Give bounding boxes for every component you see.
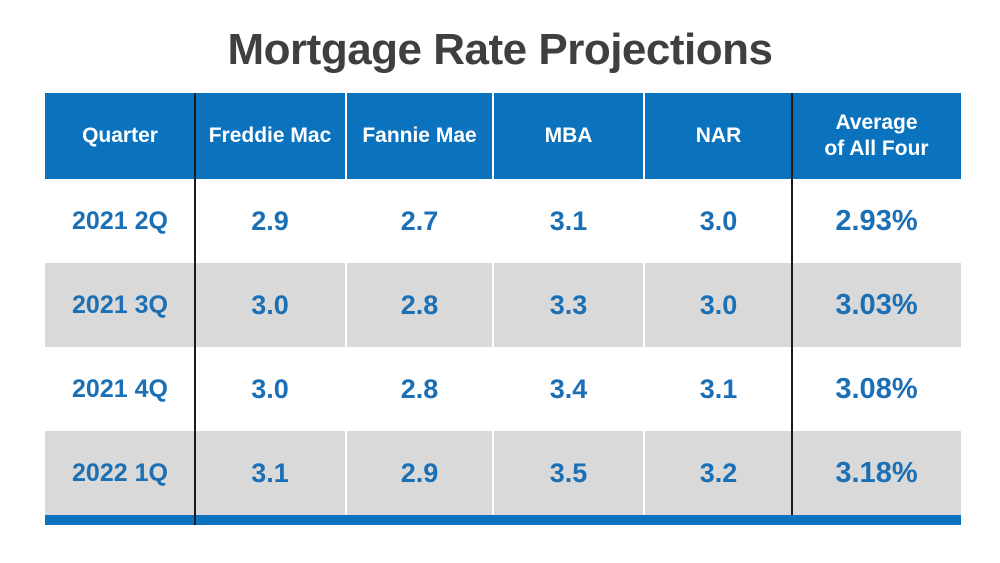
- col-header-nar: NAR: [643, 93, 792, 179]
- cell-nar: 3.1: [643, 347, 792, 431]
- col-header-average: Average of All Four: [792, 93, 961, 179]
- page-title: Mortgage Rate Projections: [227, 25, 773, 74]
- cell-nar: 3.0: [643, 179, 792, 263]
- cell-freddie-mac: 3.0: [251, 289, 289, 320]
- col-header-quarter: Quarter: [82, 123, 158, 147]
- projections-table: Quarter Freddie Mac Fannie Mae MBA NAR A…: [45, 93, 961, 525]
- cell-quarter: 2021 3Q: [72, 290, 168, 319]
- cell-mba: 3.5: [492, 431, 643, 515]
- cell-average: 2.93%: [835, 204, 918, 237]
- col-header-freddie-mac: Freddie Mac: [208, 123, 332, 147]
- table-bottom-accent-bar: [45, 515, 961, 525]
- cell-mba: 3.3: [492, 263, 643, 347]
- cell-fannie-mae: 2.8: [345, 347, 492, 431]
- cell-freddie-mac: 2.9: [251, 205, 289, 236]
- cell-average: 3.03%: [835, 288, 918, 321]
- vertical-divider-after-quarter: [194, 93, 196, 525]
- cell-mba: 3.4: [492, 347, 643, 431]
- cell-fannie-mae: 2.8: [345, 263, 492, 347]
- cell-fannie-mae: 2.9: [345, 431, 492, 515]
- cell-mba: 3.1: [492, 179, 643, 263]
- cell-quarter: 2021 4Q: [72, 374, 168, 403]
- table-row: 2021 4Q 3.0 2.8 3.4 3.1 3.08%: [45, 347, 961, 431]
- table-row: 2021 3Q 3.0 2.8 3.3 3.0 3.03%: [45, 263, 961, 347]
- table-row: 2022 1Q 3.1 2.9 3.5 3.2 3.18%: [45, 431, 961, 515]
- cell-average: 3.08%: [835, 372, 918, 405]
- col-header-fannie-mae: Fannie Mae: [345, 93, 492, 179]
- cell-fannie-mae: 2.7: [345, 179, 492, 263]
- cell-quarter: 2022 1Q: [72, 458, 168, 487]
- cell-average: 3.18%: [835, 456, 918, 489]
- table-row: 2021 2Q 2.9 2.7 3.1 3.0 2.93%: [45, 179, 961, 263]
- vertical-divider-before-average: [791, 93, 793, 515]
- table-header-row: Quarter Freddie Mac Fannie Mae MBA NAR A…: [45, 93, 961, 179]
- cell-nar: 3.2: [643, 431, 792, 515]
- col-header-average-line1: Average: [835, 110, 918, 134]
- cell-freddie-mac: 3.0: [251, 373, 289, 404]
- col-header-average-line2: of All Four: [824, 137, 929, 160]
- cell-nar: 3.0: [643, 263, 792, 347]
- cell-quarter: 2021 2Q: [72, 206, 168, 235]
- cell-freddie-mac: 3.1: [251, 457, 289, 488]
- col-header-mba: MBA: [492, 93, 643, 179]
